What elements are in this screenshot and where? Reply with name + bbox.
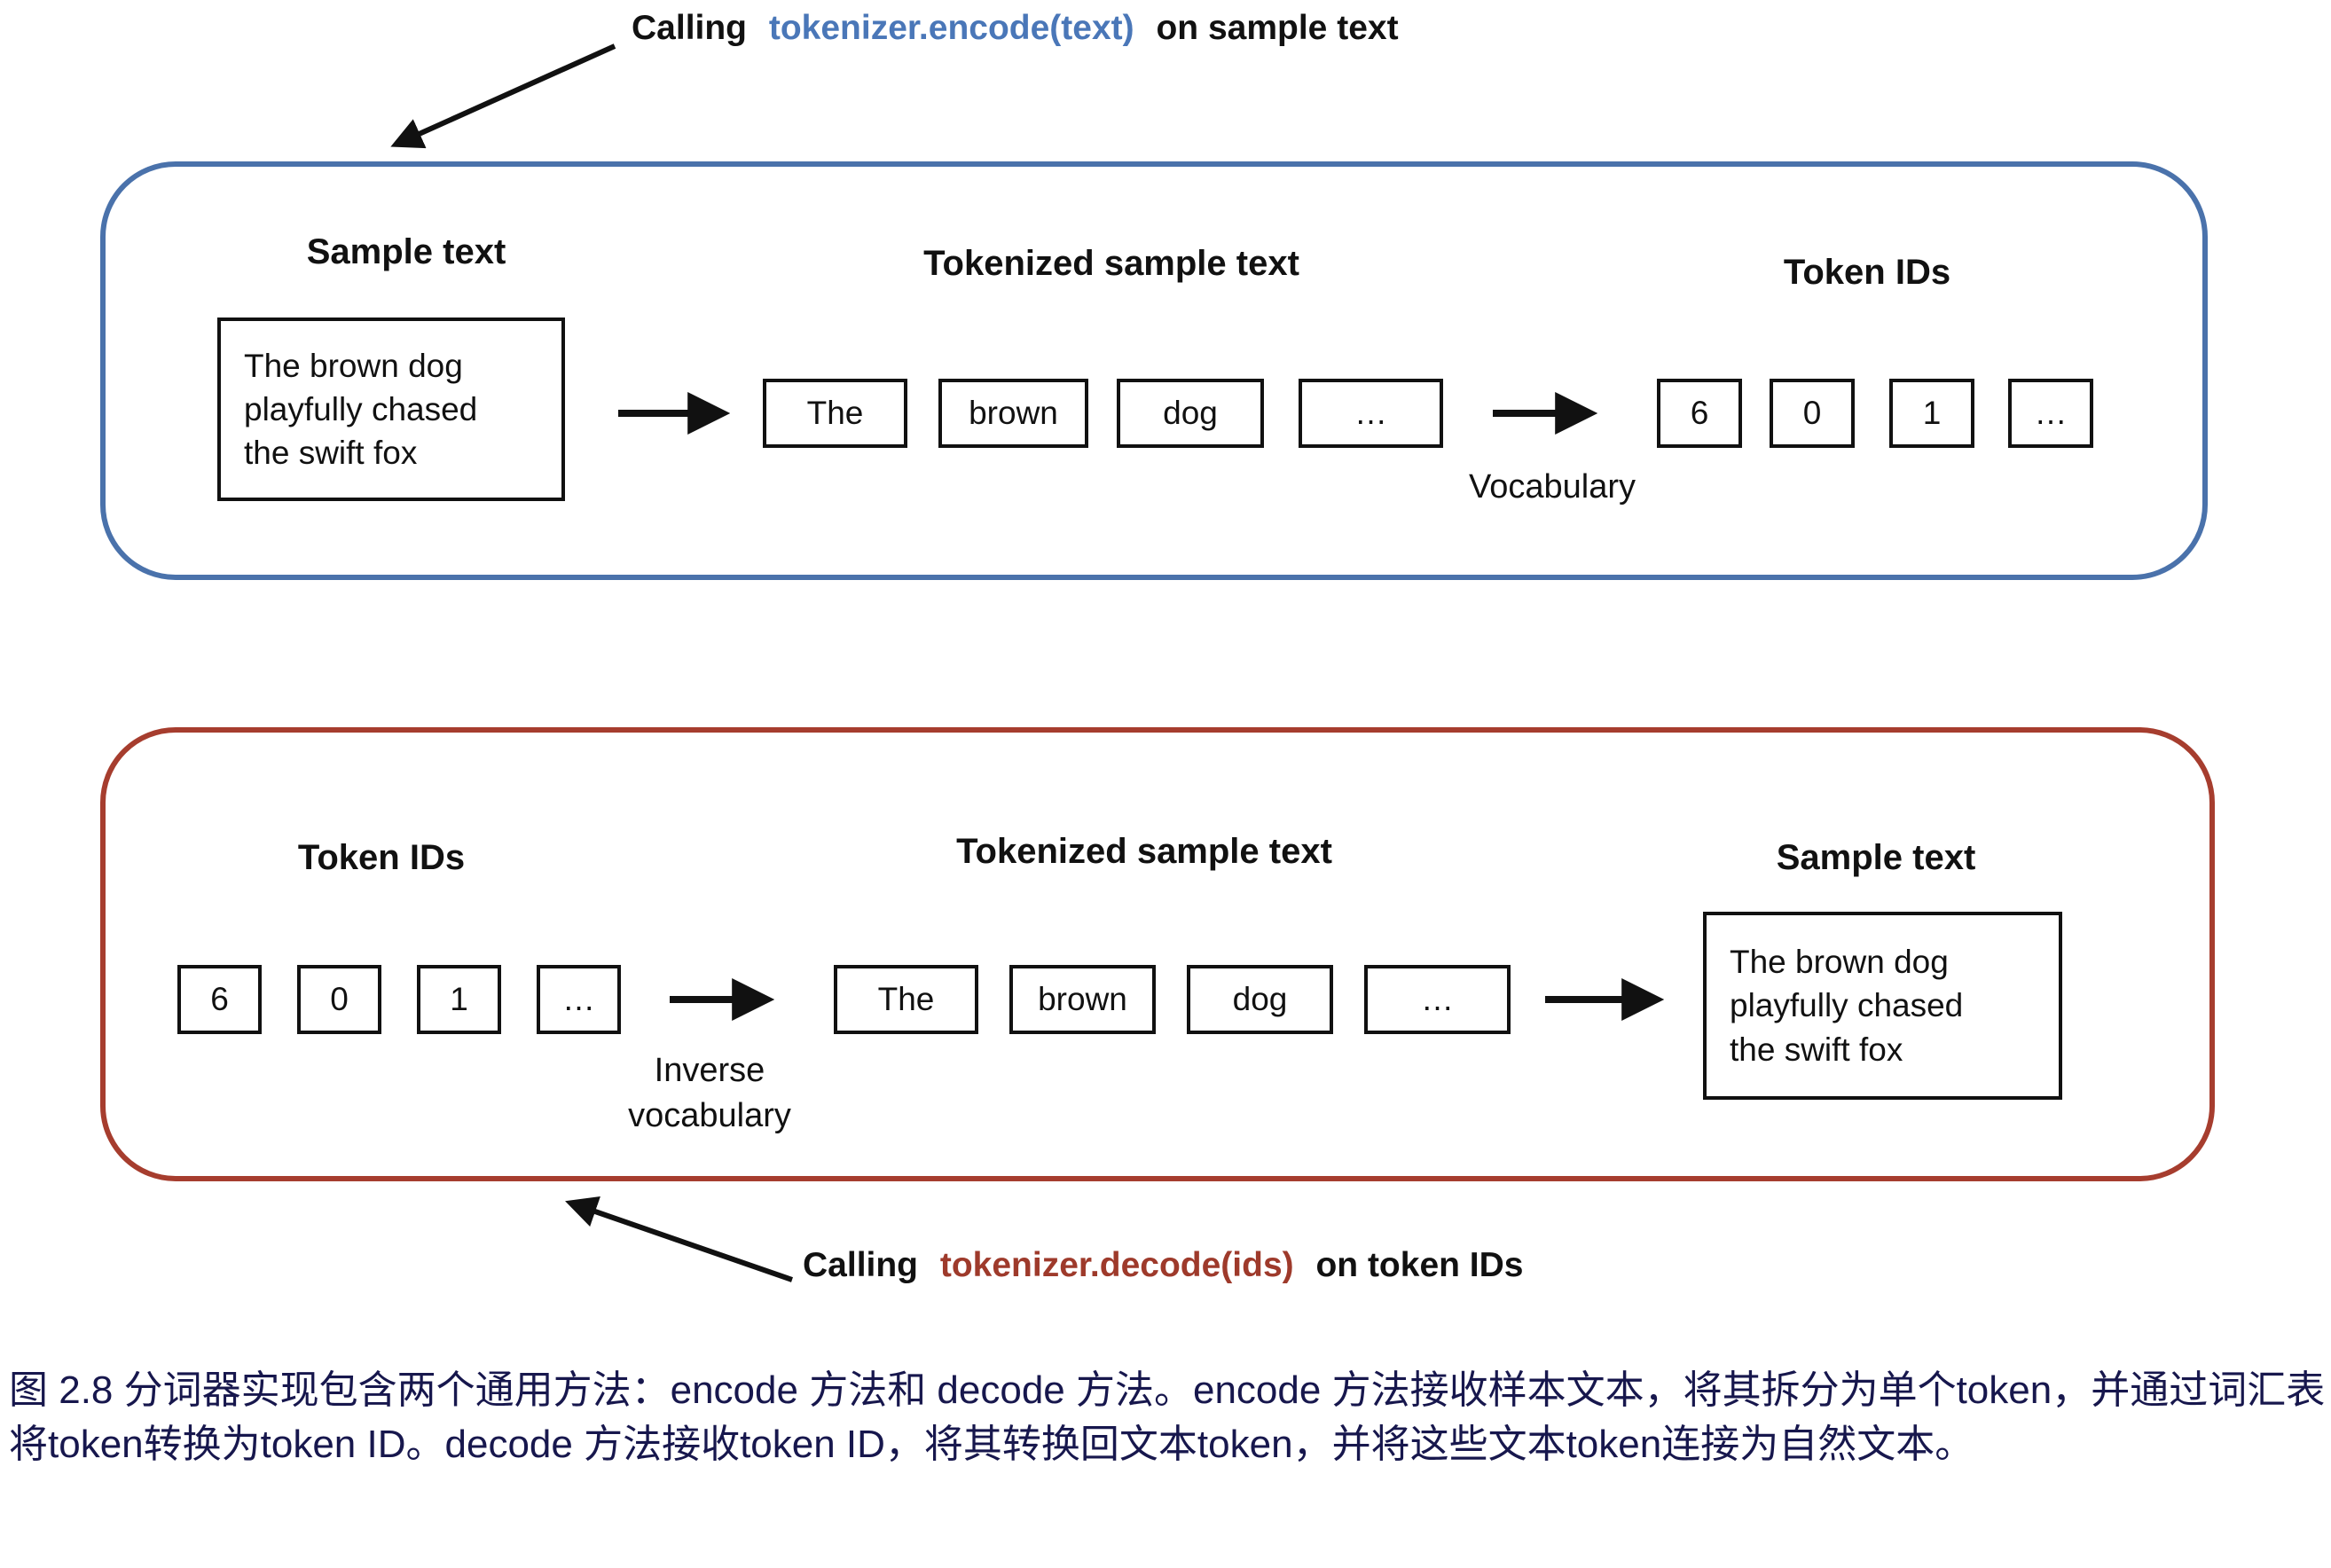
sample-line-2: playfully chased bbox=[244, 390, 478, 427]
sample-line-3: the swift fox bbox=[244, 435, 418, 472]
token-id-box: 0 bbox=[1770, 379, 1855, 448]
token-id-box: 1 bbox=[417, 965, 501, 1034]
token-id-box: 6 bbox=[177, 965, 262, 1034]
encode-annotation-arrow bbox=[390, 43, 616, 149]
decode-annotation-suffix: on token IDs bbox=[1315, 1246, 1524, 1284]
encode-flow-container bbox=[100, 161, 2208, 580]
encode-sample-text-label: Sample text bbox=[306, 232, 506, 271]
encode-tokenized-label: Tokenized sample text bbox=[923, 244, 1299, 283]
encode-annotation-suffix: on sample text bbox=[1156, 9, 1399, 47]
token-box: The bbox=[834, 965, 978, 1034]
decode-sample-text-label: Sample text bbox=[1776, 838, 1976, 877]
inverse-vocabulary-label: Inverse vocabulary bbox=[628, 1048, 791, 1140]
encode-annotation-prefix: Calling bbox=[632, 9, 748, 47]
token-id-box: 6 bbox=[1657, 379, 1742, 448]
token-box: brown bbox=[1009, 965, 1156, 1034]
sample-line-1: The brown dog bbox=[1730, 944, 1949, 981]
decode-annotation-arrow bbox=[565, 1196, 793, 1282]
inverse-vocabulary-line-2: vocabulary bbox=[628, 1097, 791, 1135]
encode-token-ids-label: Token IDs bbox=[1783, 253, 1951, 292]
inverse-vocabulary-line-1: Inverse bbox=[654, 1052, 765, 1089]
decode-sample-text-box: The brown dog playfully chased the swift… bbox=[1703, 912, 2062, 1100]
token-id-box-ellipsis: … bbox=[537, 965, 621, 1034]
token-box: The bbox=[763, 379, 907, 448]
token-box: dog bbox=[1187, 965, 1333, 1034]
encode-annotation-code: tokenizer.encode(text) bbox=[768, 9, 1134, 47]
figure-caption: 图 2.8 分词器实现包含两个通用方法：encode 方法和 decode 方法… bbox=[9, 1368, 2326, 1466]
decode-annotation-prefix: Calling bbox=[803, 1246, 919, 1284]
token-box: dog bbox=[1117, 379, 1264, 448]
decode-tokenized-label: Tokenized sample text bbox=[956, 832, 1332, 871]
decode-token-ids-label: Token IDs bbox=[297, 838, 466, 877]
token-box-ellipsis: … bbox=[1364, 965, 1511, 1034]
sample-line-1: The brown dog bbox=[244, 347, 463, 384]
encode-sample-text-box: The brown dog playfully chased the swift… bbox=[217, 318, 565, 501]
token-box-ellipsis: … bbox=[1299, 379, 1443, 448]
sample-line-3: the swift fox bbox=[1730, 1031, 1903, 1068]
encode-annotation: Calling tokenizer.encode(text) on sample… bbox=[632, 9, 1399, 48]
vocabulary-label: Vocabulary bbox=[1468, 468, 1636, 506]
sample-line-2: playfully chased bbox=[1730, 987, 1964, 1024]
decode-flow-container bbox=[100, 727, 2215, 1181]
token-id-box: 1 bbox=[1889, 379, 1974, 448]
token-box: brown bbox=[938, 379, 1088, 448]
decode-annotation-code: tokenizer.decode(ids) bbox=[939, 1246, 1294, 1284]
token-id-box-ellipsis: … bbox=[2008, 379, 2093, 448]
decode-annotation: Calling tokenizer.decode(ids) on token I… bbox=[803, 1246, 1524, 1285]
token-id-box: 0 bbox=[297, 965, 381, 1034]
